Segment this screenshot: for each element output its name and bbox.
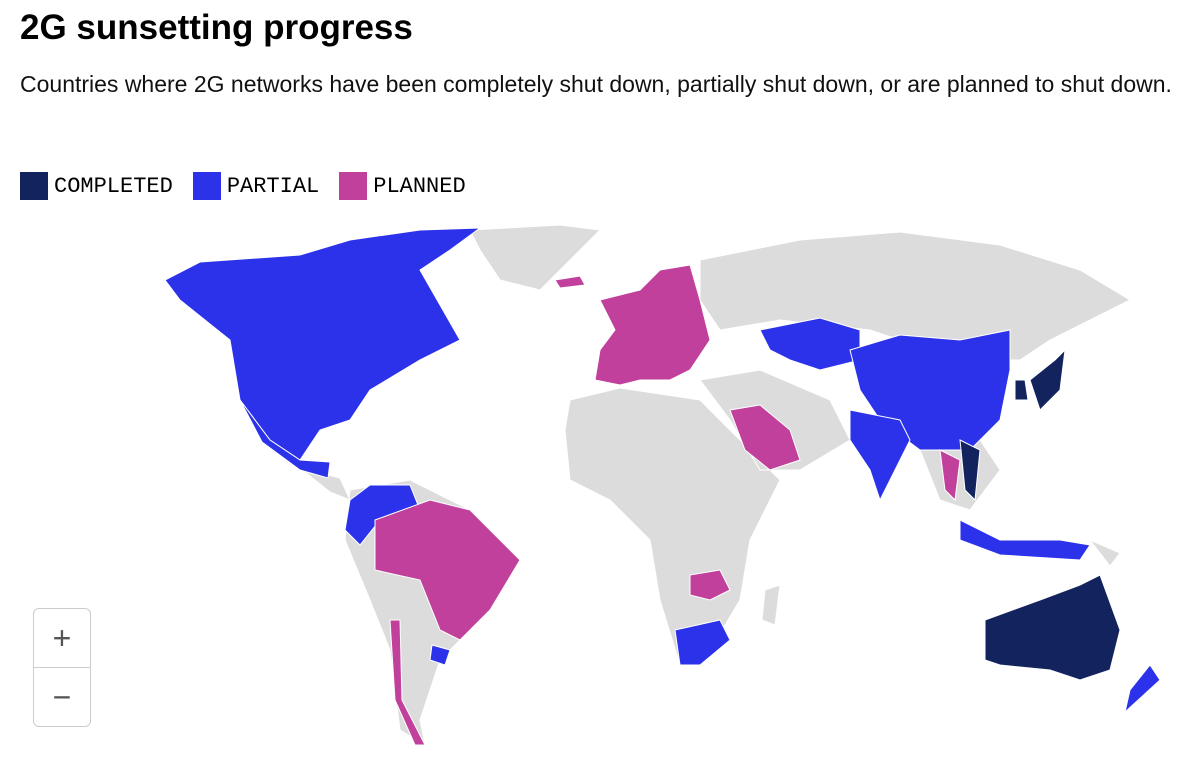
thailand [939,449,961,502]
zoom-in[interactable]: + [52,620,72,656]
subtitle: Countries where 2G networks have been co… [20,71,1172,97]
japan [1029,348,1066,411]
title: 2G sunsetting progress [20,8,413,47]
zambia-zimbabwe [689,569,731,601]
legend-swatch [339,172,368,200]
chile [389,619,426,746]
india [849,409,911,502]
australia [984,574,1121,681]
new-zealand [1124,664,1161,714]
legend-label: PLANNED [373,173,466,199]
vietnam [959,439,981,502]
saudi-arabia [729,404,801,471]
legend-item: PLANNED [339,172,466,200]
uruguay [429,644,451,666]
legend-item: COMPLETED [20,172,173,200]
mexico [239,399,331,479]
legend-swatch [192,172,221,200]
legend-label: COMPLETED [54,173,173,199]
iceland [554,275,586,289]
legend-label: PARTIAL [226,173,320,199]
zoom-control: + − [33,608,91,727]
greenland [469,224,602,291]
countries [164,227,1161,746]
zoom-out[interactable]: − [34,667,90,726]
korea [1014,379,1029,401]
legend: COMPLETED PARTIAL PLANNED [20,172,466,200]
asia [699,231,1132,361]
png [1088,538,1121,567]
europe [594,264,711,386]
brazil [374,499,521,641]
madagascar [761,584,781,626]
legend-swatch [20,172,48,200]
south-africa [674,619,731,666]
legend-item: PARTIAL [192,172,320,200]
kazakhstan [759,317,861,371]
indonesia [959,519,1091,561]
usa-canada [164,227,482,461]
